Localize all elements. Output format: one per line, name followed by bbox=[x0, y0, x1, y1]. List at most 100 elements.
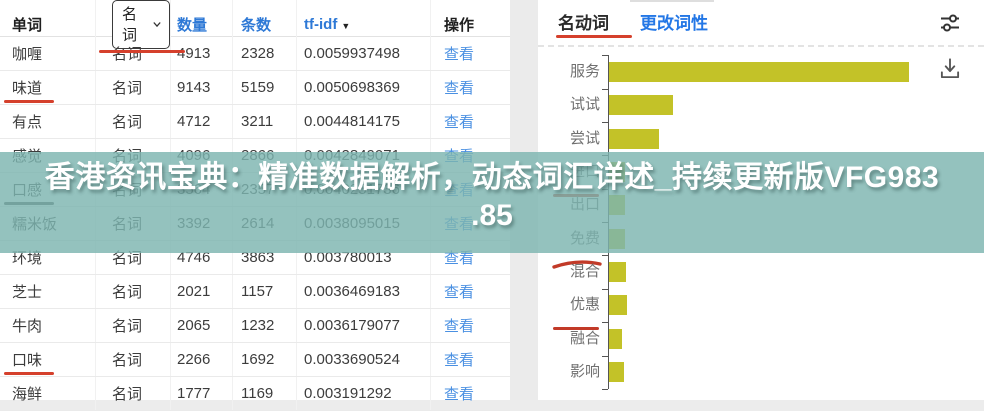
action-cell: 查看 bbox=[430, 343, 510, 376]
view-link[interactable]: 查看 bbox=[444, 352, 475, 369]
docs-cell: 1169 bbox=[232, 377, 296, 410]
table-row: 环境 名词 4746 3863 0.003780013 查看 bbox=[0, 241, 510, 275]
pos-filter-dropdown[interactable]: 名词 bbox=[112, 0, 170, 49]
dashed-divider bbox=[538, 45, 984, 47]
table-row: 海鲜 名词 1777 1169 0.003191292 查看 bbox=[0, 377, 510, 411]
red-swoosh-annotation bbox=[551, 257, 603, 275]
view-link[interactable]: 查看 bbox=[444, 216, 475, 233]
pos-cell: 名词 bbox=[95, 309, 170, 342]
view-link[interactable]: 查看 bbox=[444, 250, 475, 267]
axis-tick bbox=[602, 222, 608, 224]
action-cell: 查看 bbox=[430, 309, 510, 342]
action-cell: 查看 bbox=[430, 275, 510, 308]
chart-category-label: 免费 bbox=[569, 229, 600, 247]
chart-bar[interactable] bbox=[609, 362, 624, 383]
chart-category-label: 优惠 bbox=[569, 296, 600, 314]
table-row: 有点 名词 4712 3211 0.0044814175 查看 bbox=[0, 105, 510, 139]
docs-cell: 3211 bbox=[232, 105, 296, 138]
tfidf-cell: 0.0038095015 bbox=[296, 207, 430, 240]
docs-cell: 5159 bbox=[232, 71, 296, 104]
docs-cell: 2614 bbox=[232, 207, 296, 240]
tfidf-cell: 0.0040251736 bbox=[296, 173, 430, 206]
count-cell: 4096 bbox=[170, 139, 232, 172]
axis-tick bbox=[602, 388, 608, 390]
docs-cell: 1157 bbox=[232, 275, 296, 308]
axis-tick bbox=[602, 122, 608, 123]
tab-noun-verb[interactable]: 名动词 bbox=[558, 14, 609, 33]
cutoff-element-fragment bbox=[630, 0, 714, 2]
col-header-tfidf[interactable]: tf-idf ▼ bbox=[296, 0, 430, 49]
col-header-count[interactable]: 数量 bbox=[170, 0, 232, 49]
chart-category-label: 服务 bbox=[569, 63, 600, 80]
action-cell: 查看 bbox=[430, 139, 510, 172]
table-row: 牛肉 名词 2065 1232 0.0036179077 查看 bbox=[0, 309, 510, 343]
sort-desc-icon: ▼ bbox=[341, 20, 351, 31]
word-cell: 牛肉 bbox=[12, 318, 43, 335]
chart-bar[interactable] bbox=[609, 162, 625, 183]
pos-cell: 名词 bbox=[95, 105, 170, 138]
table-row: 味道 名词 9143 5159 0.0050698369 查看 bbox=[0, 71, 510, 105]
pos-cell: 名词 bbox=[95, 343, 170, 376]
chart-bar[interactable] bbox=[609, 295, 627, 316]
table-row: 口感 名词 3564 2357 0.0040251736 查看 bbox=[0, 173, 510, 207]
docs-cell: 1692 bbox=[232, 343, 296, 376]
count-cell: 2065 bbox=[170, 309, 232, 342]
view-link[interactable]: 查看 bbox=[444, 284, 475, 301]
table-row: 咖喱 名词 4913 2328 0.0059937498 查看 bbox=[0, 37, 510, 71]
chart-bar[interactable] bbox=[609, 195, 625, 216]
download-icon[interactable] bbox=[937, 56, 963, 87]
tfidf-cell: 0.003780013 bbox=[296, 241, 430, 274]
tfidf-cell: 0.0036469183 bbox=[296, 275, 430, 308]
count-cell: 2266 bbox=[170, 343, 232, 376]
tfidf-cell: 0.003191292 bbox=[296, 377, 430, 410]
view-link[interactable]: 查看 bbox=[444, 386, 475, 403]
word-cell: 咖喱 bbox=[12, 46, 43, 63]
count-cell: 9143 bbox=[170, 71, 232, 104]
panel-divider bbox=[510, 0, 538, 400]
word-table-panel: 单词 名词 数量 条数 tf-idf ▼ 操作 咖喱 名词 4913 2328 … bbox=[0, 0, 510, 403]
axis-tick bbox=[602, 355, 608, 357]
word-cell: 味道 bbox=[0, 71, 95, 104]
change-pos-link[interactable]: 更改词性 bbox=[640, 14, 708, 33]
chart-bar[interactable] bbox=[609, 95, 673, 116]
chart-category-label: 试试 bbox=[569, 96, 600, 114]
col-header-docs[interactable]: 条数 bbox=[232, 0, 296, 49]
chart-bar[interactable] bbox=[609, 62, 909, 82]
chart-bar[interactable] bbox=[609, 128, 659, 149]
view-link[interactable]: 查看 bbox=[444, 80, 475, 97]
count-cell: 4712 bbox=[170, 105, 232, 138]
word-cell: 糯米饭 bbox=[12, 216, 58, 233]
chart-bar[interactable] bbox=[609, 262, 626, 283]
action-cell: 查看 bbox=[430, 71, 510, 104]
docs-cell: 1232 bbox=[232, 309, 296, 342]
pos-cell: 名词 bbox=[95, 71, 170, 104]
pos-cell: 名词 bbox=[95, 139, 170, 172]
tfidf-cell: 0.0044814175 bbox=[296, 105, 430, 138]
tfidf-cell: 0.0059937498 bbox=[296, 37, 430, 70]
red-underline-annotation bbox=[556, 35, 632, 38]
chart-category-label: 混合 bbox=[569, 263, 600, 281]
view-link[interactable]: 查看 bbox=[444, 148, 475, 165]
axis-tick bbox=[602, 155, 608, 157]
word-bar-chart: 服务 试试 尝试 进口 出口 免费 混合 优惠 融合 影响 bbox=[538, 0, 984, 400]
pos-cell: 名词 bbox=[95, 173, 170, 206]
axis-tick bbox=[602, 188, 608, 190]
view-link[interactable]: 查看 bbox=[444, 182, 475, 199]
tune-icon[interactable] bbox=[938, 11, 962, 40]
word-cell: 感觉 bbox=[12, 148, 43, 165]
word-cell: 环境 bbox=[12, 250, 43, 267]
view-link[interactable]: 查看 bbox=[444, 114, 475, 131]
view-link[interactable]: 查看 bbox=[444, 318, 475, 335]
pos-cell: 名词 bbox=[95, 241, 170, 274]
chart-category-label: 出口 bbox=[569, 196, 600, 214]
chart-category-label: 尝试 bbox=[569, 129, 600, 147]
docs-cell: 2357 bbox=[232, 173, 296, 206]
chart-bar[interactable] bbox=[609, 228, 625, 249]
chart-panel: 名动词 更改词性 服务 试试 尝试 进口 出口 免费 混合 优惠 融合 影响 bbox=[538, 0, 984, 400]
axis-tick bbox=[602, 288, 608, 290]
count-cell: 4746 bbox=[170, 241, 232, 274]
docs-cell: 2328 bbox=[232, 37, 296, 70]
chart-bar[interactable] bbox=[609, 328, 622, 349]
view-link[interactable]: 查看 bbox=[444, 46, 475, 63]
tfidf-cell: 0.0036179077 bbox=[296, 309, 430, 342]
